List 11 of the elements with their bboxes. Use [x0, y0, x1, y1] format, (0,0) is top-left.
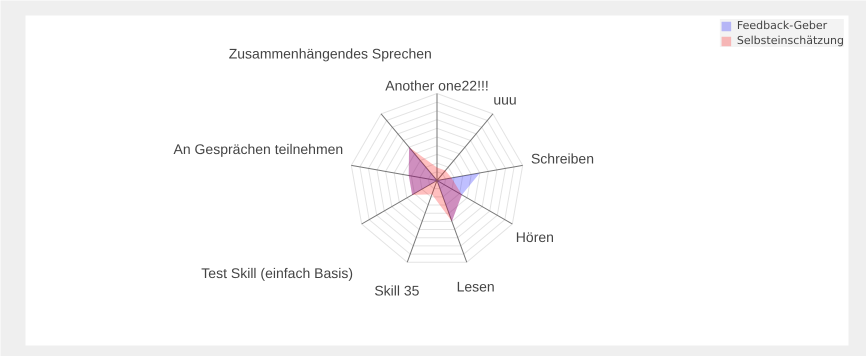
spoke-label: uuu	[493, 91, 517, 108]
legend-label: Feedback-Geber	[736, 19, 828, 32]
spoke-label: Skill 35	[374, 282, 420, 299]
spoke-label: Schreiben	[530, 150, 594, 166]
legend-label: Selbsteinschätzung	[736, 34, 844, 47]
spoke-label: Test Skill (einfach Basis)	[201, 264, 354, 281]
spoke-label: Hören	[516, 229, 554, 245]
spoke-label: Another one22!!!	[385, 78, 489, 94]
spoke-label: Zusammenhängendes Sprechen	[228, 45, 432, 62]
spoke-label: Lesen	[456, 278, 495, 295]
spoke-label: An Gesprächen teilnehmen	[174, 141, 344, 157]
